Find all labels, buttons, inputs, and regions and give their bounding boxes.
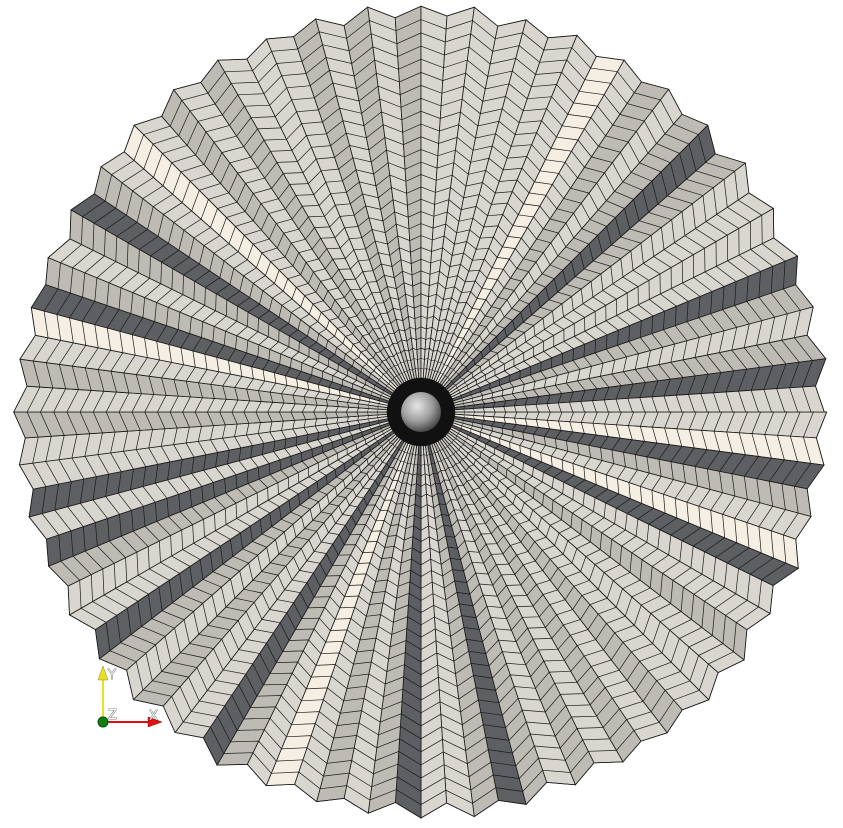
mesh-ring-line <box>66 58 775 766</box>
mesh-ring-line <box>207 198 635 626</box>
mesh-ring-line <box>92 85 749 740</box>
mesh-ring-line <box>157 149 685 676</box>
mesh-ring-line <box>79 72 762 753</box>
z-axis-label: Z <box>108 708 117 723</box>
center-sphere <box>401 392 441 432</box>
mesh-ring-line <box>144 136 697 688</box>
mesh-ring-line <box>366 357 476 467</box>
y-axis-label: Y <box>107 668 116 683</box>
mesh-ring-line <box>279 270 563 554</box>
mesh-ring-line <box>194 186 647 638</box>
mesh-ring-line <box>13 5 828 819</box>
mesh-ring-line <box>40 32 801 792</box>
mesh-ring-line <box>131 123 710 701</box>
x-axis-arrow-icon <box>147 716 163 728</box>
mesh-ring-line <box>169 161 672 663</box>
mesh-ring-line <box>105 98 736 727</box>
center-sphere-group <box>387 378 455 446</box>
mesh-ring-line <box>182 174 659 651</box>
mesh-ring-line <box>243 235 598 589</box>
mesh-ring-line <box>231 223 610 601</box>
mesh-ring-line <box>324 315 518 509</box>
mesh-ring-line <box>267 258 575 566</box>
x-axis-label: X <box>149 709 158 724</box>
mesh-ring-line <box>118 110 723 714</box>
mesh-ring-line <box>313 304 529 520</box>
z-axis-dot-icon <box>97 716 109 728</box>
y-axis-arrow-icon <box>97 665 109 681</box>
mesh-ring-line <box>345 337 496 487</box>
radial-shell-mesh <box>13 5 828 819</box>
mesh-ring-line <box>356 347 486 477</box>
mesh-ring-line <box>376 367 466 457</box>
mesh-ring-line <box>335 326 507 498</box>
orientation-axes: Y X Z <box>97 665 163 728</box>
mesh-ring-line <box>219 211 623 614</box>
mesh-ring-line <box>255 247 587 578</box>
mesh-ring-line <box>53 45 788 779</box>
mesh-ring-line <box>301 293 540 531</box>
mesh-ring-line <box>290 282 552 543</box>
mesh-ring-line <box>26 19 814 806</box>
